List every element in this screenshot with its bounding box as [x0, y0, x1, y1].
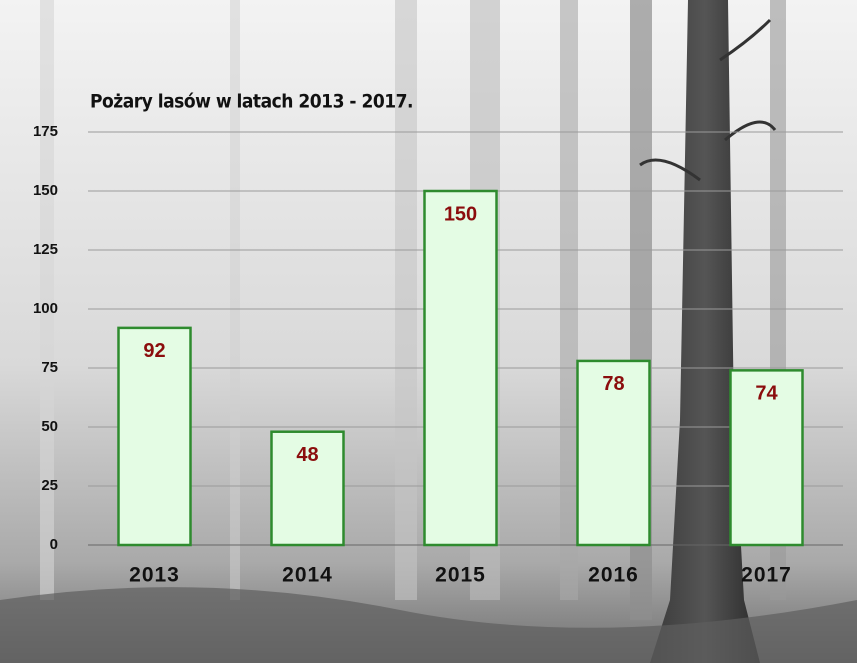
y-tick-label: 0	[50, 536, 58, 553]
bar	[729, 369, 804, 547]
bar	[270, 430, 345, 547]
bar	[423, 189, 498, 547]
y-tick-label: 100	[33, 300, 58, 317]
y-tick-label: 25	[41, 477, 58, 494]
x-tick-label: 2015	[435, 564, 486, 587]
x-tick-label: 2017	[741, 564, 792, 587]
y-tick-label: 50	[41, 418, 58, 435]
data-label: 74	[755, 383, 778, 405]
x-tick-label: 2014	[282, 564, 333, 587]
data-label: 150	[444, 203, 477, 225]
x-tick-label: 2016	[588, 564, 639, 587]
x-tick-label: 2013	[129, 564, 180, 587]
bar	[117, 326, 192, 547]
y-tick-label: 175	[33, 123, 58, 140]
data-label: 48	[296, 444, 318, 466]
chart-title: Pożary lasów w latach 2013 - 2017.	[90, 91, 413, 113]
y-tick-label: 150	[33, 182, 58, 199]
y-tick-label: 75	[41, 359, 58, 376]
data-label: 92	[143, 340, 165, 362]
data-label: 78	[602, 373, 624, 395]
y-tick-label: 125	[33, 241, 58, 258]
bar	[576, 359, 651, 547]
